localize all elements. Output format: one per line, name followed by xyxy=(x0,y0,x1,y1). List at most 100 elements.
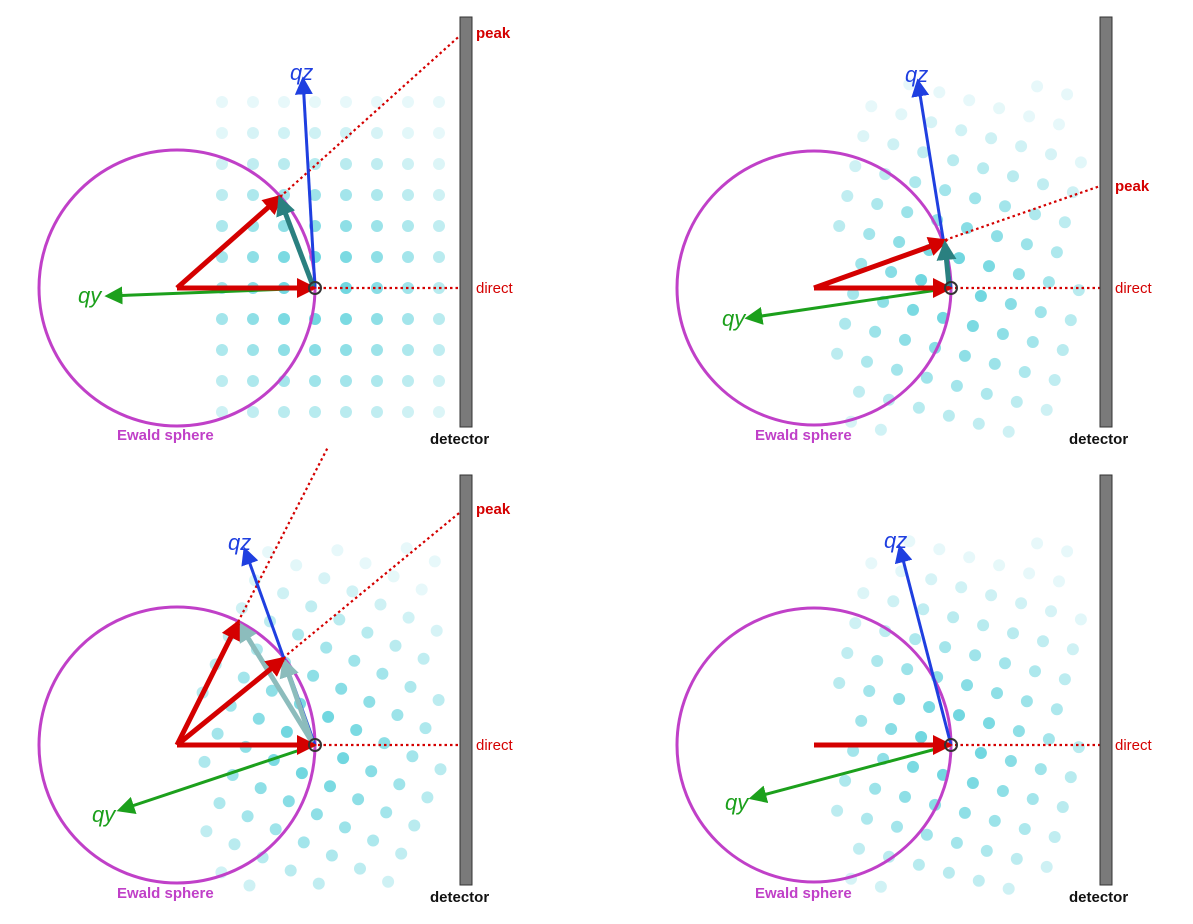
reciprocal-lattice-dots xyxy=(196,542,447,892)
lattice-point xyxy=(969,649,982,662)
lattice-point xyxy=(988,814,1001,827)
direct-label: direct xyxy=(1115,737,1153,754)
lattice-point xyxy=(1020,695,1033,708)
lattice-point xyxy=(865,100,878,113)
lattice-point xyxy=(340,220,352,232)
lattice-point xyxy=(833,677,846,689)
lattice-point xyxy=(1012,268,1025,281)
lattice-point xyxy=(972,874,985,887)
lattice-point xyxy=(320,641,333,654)
lattice-point xyxy=(920,828,933,841)
origin-marker xyxy=(944,281,958,295)
detector-bar xyxy=(1099,16,1113,428)
lattice-point xyxy=(1050,703,1063,716)
lattice-point xyxy=(1061,545,1074,558)
lattice-point xyxy=(406,750,419,763)
reciprocal-lattice-dots xyxy=(831,535,1087,895)
lattice-point xyxy=(200,825,213,838)
lattice-point xyxy=(1029,208,1041,221)
qz-axis xyxy=(294,76,317,289)
lattice-point xyxy=(402,251,414,263)
detector-label: detector xyxy=(1069,431,1128,448)
lattice-point xyxy=(402,220,414,232)
lattice-point xyxy=(958,806,971,819)
lattice-point xyxy=(1053,575,1065,588)
lattice-point xyxy=(983,717,995,730)
lattice-point xyxy=(974,290,987,302)
lattice-point xyxy=(247,96,259,108)
lattice-point xyxy=(853,842,865,855)
lattice-point xyxy=(1072,741,1085,754)
lattice-point xyxy=(402,611,415,624)
origin-marker xyxy=(308,281,322,295)
lattice-point xyxy=(1031,80,1044,93)
lattice-point xyxy=(985,589,998,602)
lattice-point xyxy=(309,406,321,418)
lattice-point xyxy=(895,108,908,121)
lattice-point xyxy=(958,349,971,362)
lattice-point xyxy=(1007,170,1019,183)
lattice-point xyxy=(363,695,376,708)
lattice-point xyxy=(216,220,228,232)
lattice-point xyxy=(284,864,297,877)
lattice-point xyxy=(1053,118,1065,131)
lattice-point xyxy=(309,375,321,387)
lattice-point xyxy=(339,821,351,834)
lattice-point xyxy=(352,793,365,806)
lattice-point xyxy=(1056,801,1069,813)
detector-label: detector xyxy=(430,431,489,448)
lattice-point xyxy=(1026,793,1039,805)
qy-label: qy xyxy=(92,802,117,827)
lattice-point xyxy=(903,535,916,548)
lattice-point xyxy=(322,710,335,723)
lattice-point xyxy=(1023,110,1036,123)
lattice-point xyxy=(980,844,993,857)
lattice-point xyxy=(247,344,259,356)
lattice-point xyxy=(376,667,389,680)
lattice-point xyxy=(359,557,372,570)
lattice-point xyxy=(247,251,259,263)
lattice-point xyxy=(874,880,887,893)
lattice-point xyxy=(939,641,952,654)
lattice-point xyxy=(1048,374,1061,386)
lattice-point xyxy=(1010,395,1023,408)
lattice-point xyxy=(869,325,882,338)
lattice-point xyxy=(1018,823,1031,835)
lattice-point xyxy=(1029,665,1041,678)
lattice-point xyxy=(331,544,344,557)
lattice-point xyxy=(1002,882,1015,895)
lattice-point xyxy=(891,820,903,833)
lattice-point xyxy=(961,222,973,235)
lattice-point xyxy=(855,257,868,270)
lattice-point xyxy=(371,313,383,325)
lattice-point xyxy=(282,795,295,808)
lattice-point xyxy=(1007,627,1019,640)
lattice-point xyxy=(1034,763,1047,776)
lattice-point xyxy=(278,96,290,108)
scattered-beam xyxy=(813,236,949,291)
lattice-point xyxy=(933,86,946,99)
lattice-point xyxy=(1048,831,1061,843)
peak-label: peak xyxy=(476,501,511,518)
lattice-point xyxy=(925,573,938,586)
lattice-point xyxy=(237,671,250,684)
lattice-point xyxy=(433,220,445,232)
lattice-point xyxy=(309,96,321,108)
lattice-point xyxy=(923,701,936,713)
lattice-point xyxy=(432,694,445,706)
lattice-point xyxy=(337,752,350,765)
lattice-point xyxy=(428,555,441,568)
lattice-point xyxy=(1058,216,1071,229)
lattice-point xyxy=(861,355,873,368)
lattice-point xyxy=(985,132,998,145)
lattice-point xyxy=(947,154,960,167)
lattice-point xyxy=(198,755,211,768)
lattice-point xyxy=(885,266,898,278)
lattice-point xyxy=(996,785,1009,797)
lattice-point xyxy=(216,158,228,170)
lattice-point xyxy=(312,877,325,890)
lattice-point xyxy=(983,260,995,273)
lattice-point xyxy=(419,722,432,735)
lattice-point xyxy=(324,780,336,793)
lattice-point xyxy=(955,581,968,594)
